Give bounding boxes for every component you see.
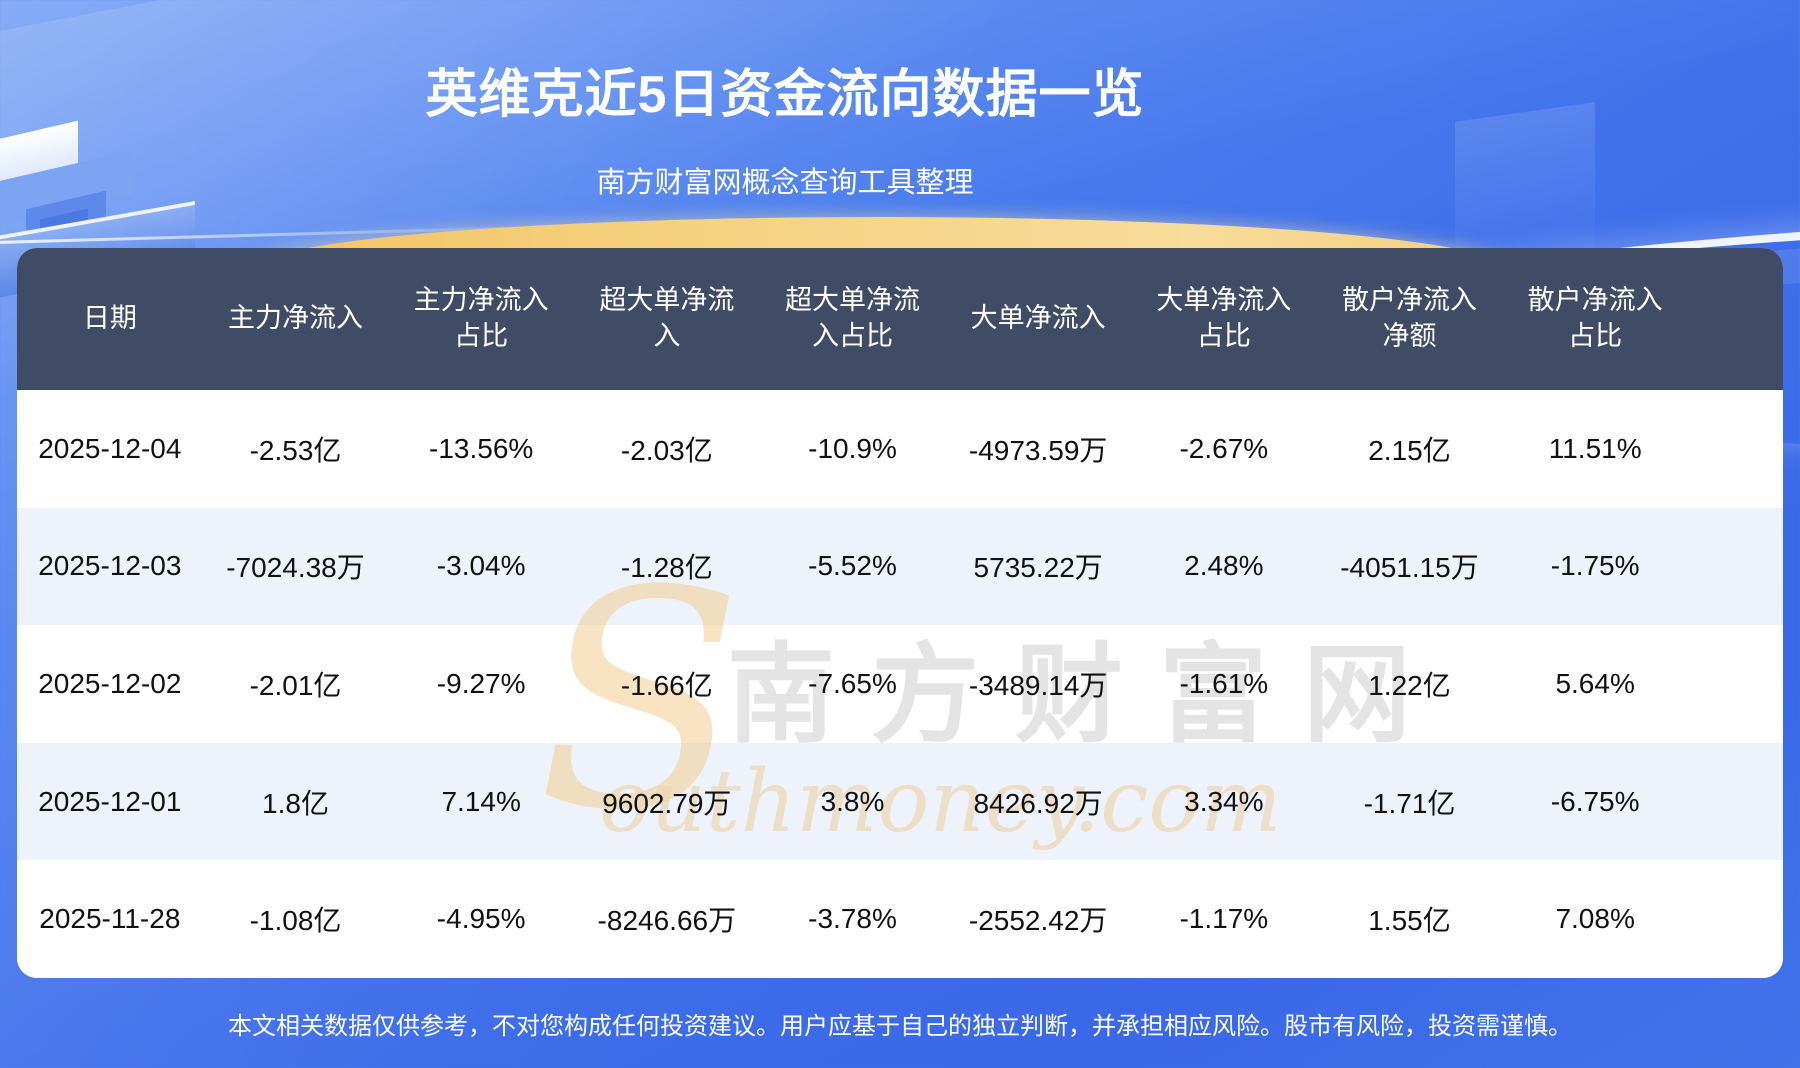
column-header: 日期 — [82, 303, 137, 334]
table-cell: 11.51% — [1548, 432, 1642, 464]
table-row: 2025-12-04 -2.53亿 -13.56% -2.03亿 -10.9% -4973… — [17, 390, 1783, 508]
table-cell: -1.75% — [1550, 550, 1640, 582]
table-cell: -1.17% — [1179, 903, 1269, 935]
table-cell: 1.22亿 — [1368, 669, 1451, 701]
table-cell: -7.65% — [808, 667, 897, 699]
table-cell: -4973.59万 — [968, 434, 1108, 466]
table-cell: -2.01亿 — [249, 669, 342, 701]
table-cell: 1.8亿 — [262, 787, 329, 819]
column-header: 主力净流入 — [227, 303, 363, 334]
table-cell: -13.56% — [429, 432, 534, 464]
table-body: S 南方财富网 outhmoney.com 2025-12-04 -2.53亿 -1… — [17, 390, 1783, 978]
table-cell: -10.9% — [808, 432, 897, 464]
table-cell: 2025-12-03 — [38, 550, 182, 582]
table-cell: -7024.38万 — [226, 552, 365, 584]
column-header: 超大单净流入 — [599, 285, 735, 351]
column-header: 大单净流入 — [970, 303, 1106, 334]
table-row: 2025-12-03 -7024.38万 -3.04% -1.28亿 -5.52% 573… — [17, 507, 1783, 626]
table-cell: -1.08亿 — [249, 905, 342, 937]
table-cell: -2.03亿 — [620, 434, 713, 466]
table-cell: 7.08% — [1555, 903, 1635, 935]
column-header: 散户净流入净额 — [1341, 285, 1477, 351]
table-cell: 2025-12-04 — [38, 432, 182, 464]
table-cell: -1.28亿 — [620, 552, 713, 584]
table-row: 2025-12-01 1.8亿 7.14% 9602.79万 3.8% 8426.92万 3… — [17, 742, 1783, 861]
column-header: 大单净流入占比 — [1156, 285, 1292, 351]
page-subtitle: 南方财富网概念查询工具整理 — [596, 167, 974, 199]
table-row: 2025-11-28 -1.08亿 -4.95% -8246.66万 -3.78% -25… — [17, 860, 1783, 978]
table-cell: -3489.14万 — [968, 669, 1108, 701]
column-header: 主力净流入占比 — [413, 285, 549, 351]
table-cell: 1.55亿 — [1368, 905, 1451, 937]
table-cell: 2025-12-01 — [38, 785, 182, 817]
table-cell: 2025-12-02 — [38, 667, 182, 699]
table-cell: -2552.42万 — [968, 905, 1108, 937]
table-cell: 5735.22万 — [973, 552, 1103, 584]
table-cell: 3.34% — [1184, 785, 1264, 817]
table-cell: -1.61% — [1179, 667, 1269, 699]
table-cell: -4051.15万 — [1340, 552, 1479, 584]
table-row: 2025-12-02 -2.01亿 -9.27% -1.66亿 -7.65% -3489.… — [17, 625, 1783, 743]
table-cell: 5.64% — [1555, 667, 1635, 699]
page-title: 英维克近5日资金流向数据一览 — [425, 66, 1145, 124]
table-cell: -8246.66万 — [597, 905, 737, 937]
table-cell: -6.75% — [1550, 785, 1640, 817]
table-cell: -3.78% — [808, 903, 897, 935]
table-cell: 3.8% — [820, 785, 885, 817]
table-cell: -4.95% — [436, 903, 526, 935]
table-cell: -5.52% — [808, 550, 897, 582]
table-cell: -1.71亿 — [1363, 787, 1456, 819]
table-cell: -2.67% — [1179, 432, 1269, 464]
table-cell: -3.04% — [436, 550, 526, 582]
column-header: 散户净流入占比 — [1527, 285, 1663, 351]
fund-flow-table: 日期 主力净流入 主力净流入占比 超大单净流入 超大单净流入占比 大单净流入 大单净流入占比… — [17, 248, 1783, 978]
disclaimer-text: 本文相关数据仅供参考，不对您构成任何投资建议。用户应基于自己的独立判断，并承担相… — [228, 1013, 1572, 1040]
table-header-row: 日期 主力净流入 主力净流入占比 超大单净流入 超大单净流入占比 大单净流入 大单净流入占比… — [17, 248, 1783, 390]
page-header: 英维克近5日资金流向数据一览 南方财富网概念查询工具整理 — [0, 0, 1570, 201]
table-cell: 2.15亿 — [1368, 434, 1451, 466]
table-cell: 8426.92万 — [973, 787, 1103, 819]
table-cell: -2.53亿 — [249, 434, 342, 466]
table-cell: 9602.79万 — [602, 787, 732, 819]
table-cell: -9.27% — [436, 667, 526, 699]
table-cell: 2.48% — [1184, 550, 1264, 582]
column-header: 超大单净流入占比 — [784, 285, 920, 351]
table-cell: 7.14% — [441, 785, 521, 817]
table-cell: 2025-11-28 — [39, 903, 181, 935]
table-cell: -1.66亿 — [620, 669, 713, 701]
